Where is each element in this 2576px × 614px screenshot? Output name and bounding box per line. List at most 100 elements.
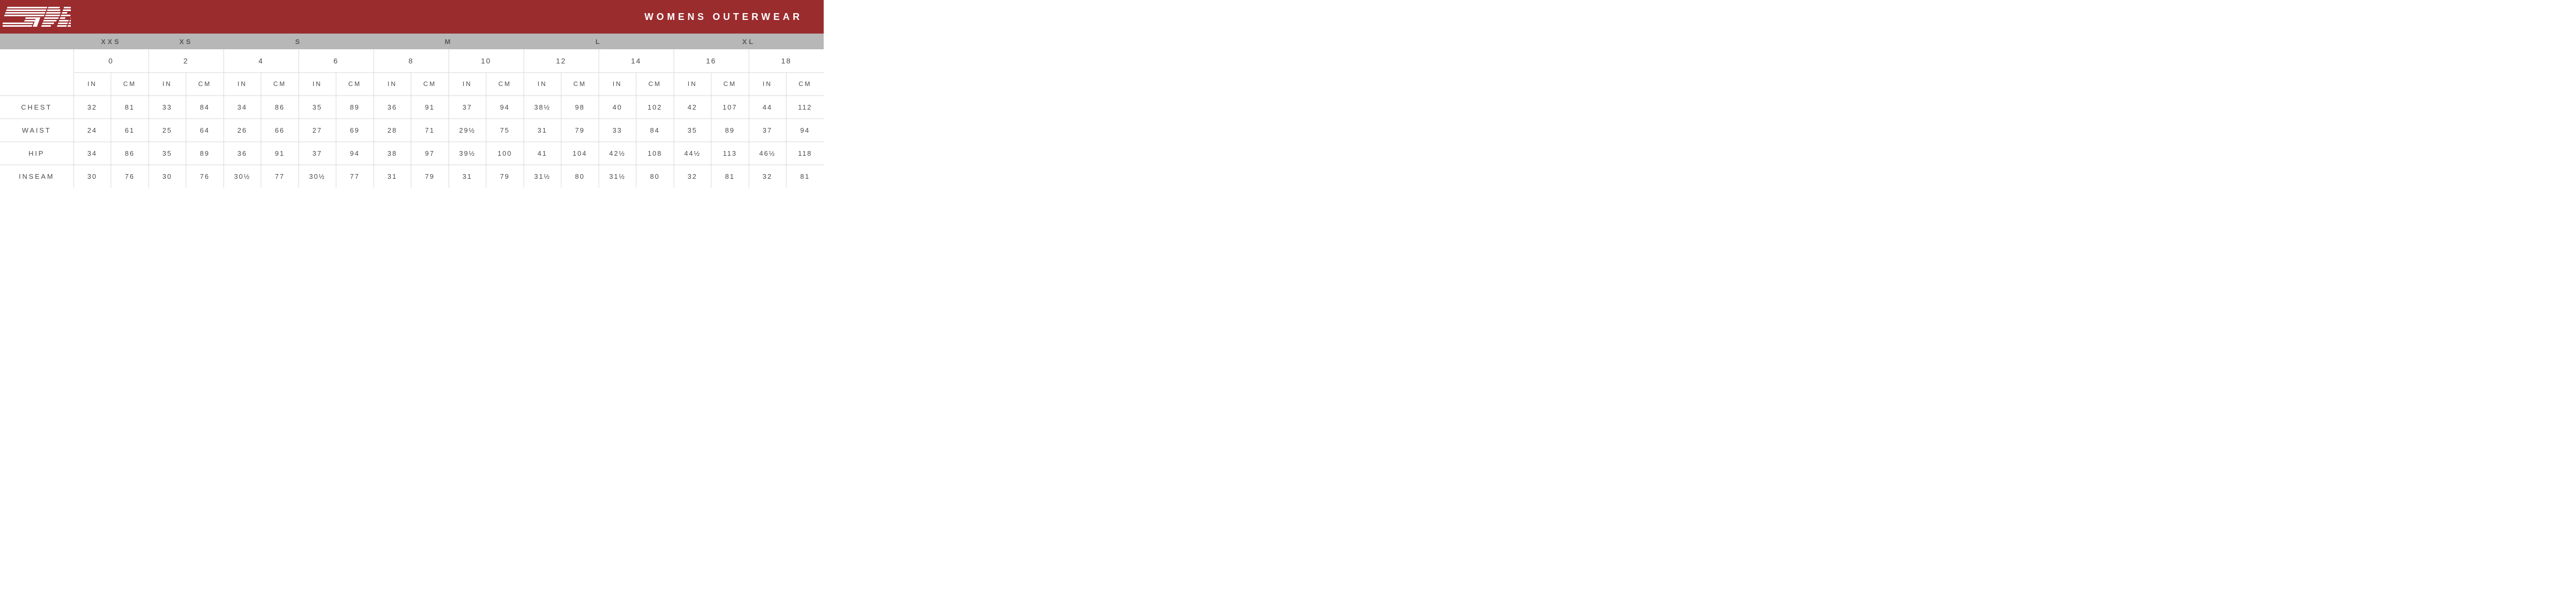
measurement-value: 81 (111, 95, 149, 119)
unit-cell: CM (261, 72, 299, 95)
chart-title: WOMENS OUTERWEAR (644, 12, 824, 23)
measurement-value: 84 (186, 95, 224, 119)
measurement-value: 102 (636, 95, 674, 119)
measurement-label: HIP (0, 142, 73, 165)
measurement-value: 91 (411, 95, 449, 119)
measurement-value: 32 (674, 165, 711, 188)
measurement-value: 84 (636, 119, 674, 142)
measurement-value: 35 (148, 142, 186, 165)
measurement-value: 64 (186, 119, 224, 142)
measurement-value: 66 (261, 119, 299, 142)
measurement-value: 33 (148, 95, 186, 119)
measurement-value: 35 (674, 119, 711, 142)
measurement-value: 91 (261, 142, 299, 165)
measurement-value: 26 (223, 119, 261, 142)
measurement-value: 31½ (599, 165, 636, 188)
measurement-value: 36 (223, 142, 261, 165)
measurement-value: 27 (299, 119, 336, 142)
measurement-value: 33 (599, 119, 636, 142)
measurement-value: 31 (449, 165, 486, 188)
measurement-value: 100 (486, 142, 524, 165)
unit-cell: CM (561, 72, 599, 95)
measurement-value: 37 (299, 142, 336, 165)
numeric-size-cell: 16 (674, 49, 749, 72)
measurement-value: 76 (111, 165, 149, 188)
measurement-value: 79 (486, 165, 524, 188)
size-category-cell: XXS (73, 38, 148, 46)
measurement-value: 89 (186, 142, 224, 165)
unit-cell: CM (786, 72, 824, 95)
size-category-row: XXSXSSMLXL (0, 34, 824, 49)
measurement-value: 31½ (524, 165, 561, 188)
size-category-cell: S (223, 38, 374, 46)
measurement-value: 38 (374, 142, 411, 165)
measurement-value: 35 (299, 95, 336, 119)
measurement-value: 41 (524, 142, 561, 165)
unit-cell: IN (749, 72, 786, 95)
measurement-value: 75 (486, 119, 524, 142)
header-bar: WOMENS OUTERWEAR (0, 0, 824, 34)
measurement-value: 31 (374, 165, 411, 188)
measurement-value: 77 (261, 165, 299, 188)
numeric-size-cell: 12 (524, 49, 599, 72)
table-row: WAIST2461256426662769287129½753179338435… (0, 119, 824, 142)
measurement-label: CHEST (0, 95, 73, 119)
unit-cell: IN (449, 72, 486, 95)
measurement-label: WAIST (0, 119, 73, 142)
numeric-size-row: 024681012141618 (0, 49, 824, 72)
measurement-value: 94 (786, 119, 824, 142)
unit-cell: CM (186, 72, 224, 95)
unit-cell: IN (674, 72, 711, 95)
numeric-size-cell: 14 (599, 49, 674, 72)
measurement-value: 29½ (449, 119, 486, 142)
measurement-value: 69 (336, 119, 374, 142)
unit-cell: CM (111, 72, 149, 95)
unit-cell: IN (148, 72, 186, 95)
measurement-value: 80 (561, 165, 599, 188)
brand-logo (0, 0, 73, 34)
measurement-value: 38½ (524, 95, 561, 119)
unit-cell: IN (299, 72, 336, 95)
unit-cell: CM (336, 72, 374, 95)
measurement-value: 89 (711, 119, 749, 142)
unit-cell: IN (73, 72, 111, 95)
spyder-logo-icon (3, 6, 71, 28)
measurement-value: 89 (336, 95, 374, 119)
size-category-cell: XL (674, 38, 824, 46)
size-category-cell: L (524, 38, 674, 46)
unit-cell: CM (711, 72, 749, 95)
measurement-value: 77 (336, 165, 374, 188)
measurement-value: 81 (786, 165, 824, 188)
measurement-value: 30 (73, 165, 111, 188)
numeric-size-cell: 18 (749, 49, 824, 72)
measurement-value: 40 (599, 95, 636, 119)
numeric-size-cell: 0 (73, 49, 148, 72)
size-category-cell: M (374, 38, 524, 46)
measurement-value: 30½ (223, 165, 261, 188)
table-row: INSEAM3076307630½7730½773179317931½8031½… (0, 165, 824, 188)
measurement-value: 44½ (674, 142, 711, 165)
unit-cell: CM (411, 72, 449, 95)
measurement-value: 79 (411, 165, 449, 188)
measurement-value: 107 (711, 95, 749, 119)
unit-cell: IN (599, 72, 636, 95)
measurements-body: CHEST32813384348635893691379438½98401024… (0, 95, 824, 188)
numeric-size-cell: 6 (299, 49, 374, 72)
measurement-value: 44 (749, 95, 786, 119)
measurement-value: 25 (148, 119, 186, 142)
unit-cell: IN (374, 72, 411, 95)
empty-header (0, 49, 73, 95)
measurement-value: 113 (711, 142, 749, 165)
measurement-value: 32 (73, 95, 111, 119)
measurement-value: 79 (561, 119, 599, 142)
measurement-value: 34 (73, 142, 111, 165)
unit-cell: CM (636, 72, 674, 95)
measurement-value: 71 (411, 119, 449, 142)
size-chart-table: 024681012141618 INCMINCMINCMINCMINCMINCM… (0, 49, 824, 188)
measurement-label: INSEAM (0, 165, 73, 188)
unit-cell: IN (223, 72, 261, 95)
measurement-value: 36 (374, 95, 411, 119)
numeric-size-cell: 8 (374, 49, 449, 72)
size-chart-container: WOMENS OUTERWEAR XXSXSSMLXL 024681012141… (0, 0, 824, 188)
measurement-value: 76 (186, 165, 224, 188)
